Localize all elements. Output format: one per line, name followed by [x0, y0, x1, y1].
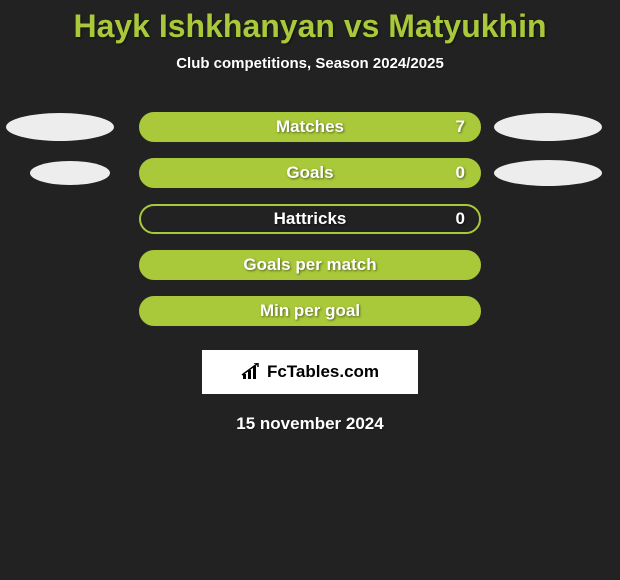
stat-label: Min per goal	[260, 301, 360, 321]
comparison-infographic: Hayk Ishkhanyan vs Matyukhin Club compet…	[0, 0, 620, 434]
stat-row: Matches 7	[0, 112, 620, 142]
attribution: FcTables.com	[202, 350, 418, 394]
stat-row: Goals per match	[0, 250, 620, 280]
player-right-marker	[494, 160, 602, 186]
player-left-marker	[30, 161, 110, 185]
stat-value: 7	[456, 117, 465, 137]
date-label: 15 november 2024	[236, 414, 383, 434]
stat-label: Hattricks	[274, 209, 347, 229]
stat-bar-min-per-goal: Min per goal	[139, 296, 481, 326]
attribution-text: FcTables.com	[267, 362, 379, 382]
player-left-marker	[6, 113, 114, 141]
bar-chart-icon	[241, 363, 263, 381]
stat-bar-goals-per-match: Goals per match	[139, 250, 481, 280]
stat-bar-goals: Goals 0	[139, 158, 481, 188]
stat-row: Goals 0	[0, 158, 620, 188]
stat-bar-hattricks: Hattricks 0	[139, 204, 481, 234]
player-right-marker	[494, 113, 602, 141]
stat-label: Goals per match	[243, 255, 376, 275]
page-title: Hayk Ishkhanyan vs Matyukhin	[73, 8, 546, 45]
stat-label: Matches	[276, 117, 344, 137]
stat-rows: Matches 7 Goals 0 Hattricks 0 Goals per …	[0, 112, 620, 326]
stat-value: 0	[456, 163, 465, 183]
stat-row: Min per goal	[0, 296, 620, 326]
stat-label: Goals	[286, 163, 333, 183]
stat-bar-matches: Matches 7	[139, 112, 481, 142]
stat-value: 0	[456, 209, 465, 229]
subtitle: Club competitions, Season 2024/2025	[176, 55, 444, 72]
stat-row: Hattricks 0	[0, 204, 620, 234]
